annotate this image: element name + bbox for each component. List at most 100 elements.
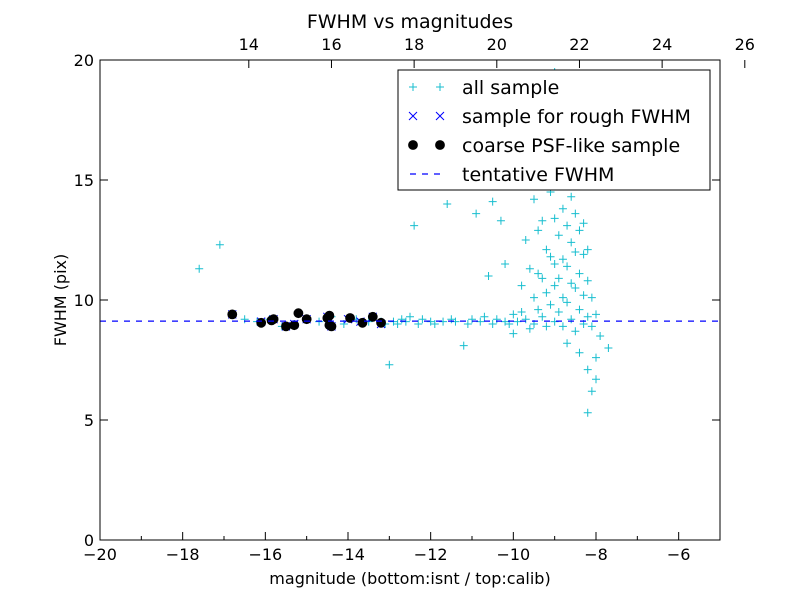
point-s0-90 — [563, 298, 572, 307]
point-s2-14 — [367, 311, 378, 322]
point-s0-54 — [525, 324, 534, 333]
point-s0-38 — [488, 197, 497, 206]
x-tick-label-5: −10 — [496, 545, 530, 564]
legend-marker-a — [408, 140, 418, 150]
legend-entry-2: coarse PSF-like sample — [408, 135, 680, 157]
point-s2-0 — [227, 309, 238, 320]
point-s0-60 — [534, 305, 543, 314]
point-s0-84 — [558, 255, 567, 264]
point-s0-112 — [583, 276, 592, 285]
point-s0-52 — [521, 315, 530, 324]
point-s0-59 — [534, 269, 543, 278]
point-s0-95 — [567, 279, 576, 288]
point-s0-83 — [558, 204, 567, 213]
legend-marker-b — [435, 140, 445, 150]
point-s0-31 — [459, 341, 468, 350]
point-s0-50 — [517, 308, 526, 316]
point-s2-3 — [268, 314, 279, 325]
legend-entry-1: sample for rough FWHM — [408, 106, 691, 128]
point-s2-5 — [289, 320, 300, 331]
x-tick-label-4: −12 — [414, 545, 448, 564]
point-s0-45 — [509, 310, 518, 319]
point-s0-64 — [538, 312, 547, 321]
point-s0-80 — [554, 274, 563, 283]
point-s2-11 — [326, 321, 337, 332]
point-s2-7 — [301, 314, 312, 325]
point-s0-46 — [509, 329, 518, 338]
point-s0-55 — [530, 195, 538, 204]
point-s0-58 — [534, 226, 543, 235]
x-tick-label-7: −6 — [667, 545, 691, 564]
point-s0-74 — [550, 260, 559, 268]
legend-label-2: coarse PSF-like sample — [462, 135, 680, 157]
x-tick-label-6: −8 — [584, 545, 608, 564]
legend-entry-3: tentative FWHM — [410, 164, 614, 186]
point-s0-49 — [517, 281, 526, 290]
point-s0-114 — [583, 365, 592, 374]
y-tick-label-3: 15 — [74, 171, 94, 190]
point-s0-42 — [501, 260, 510, 268]
legend-label-3: tentative FWHM — [462, 164, 614, 186]
point-s0-94 — [567, 238, 576, 247]
legend-box — [397, 69, 711, 191]
point-s2-1 — [256, 317, 267, 328]
y-tick-label-4: 20 — [74, 51, 94, 70]
point-s0-81 — [554, 308, 563, 316]
legend-marker-a — [409, 83, 417, 91]
legend-marker-b — [436, 83, 444, 91]
x-tick-label-2: −16 — [248, 545, 282, 564]
point-s0-70 — [546, 252, 555, 261]
point-s0-43 — [501, 317, 510, 326]
point-s0-23 — [414, 320, 423, 328]
top-tick-label-4: 22 — [569, 35, 589, 54]
point-s0-51 — [521, 236, 530, 244]
point-s0-120 — [592, 353, 600, 362]
point-s0-66 — [542, 245, 551, 254]
point-s0-3 — [240, 315, 249, 324]
point-s0-98 — [571, 209, 580, 218]
point-s0-108 — [579, 250, 588, 259]
point-s0-119 — [592, 310, 600, 319]
point-s0-111 — [583, 245, 592, 254]
point-s0-99 — [571, 248, 580, 256]
point-s0-107 — [579, 219, 588, 228]
x-tick-label-0: −20 — [83, 545, 117, 564]
top-tick-label-5: 24 — [652, 35, 672, 54]
point-s0-91 — [563, 339, 572, 348]
point-s0-0 — [195, 264, 204, 273]
point-s0-85 — [558, 293, 567, 302]
point-s0-113 — [583, 312, 592, 321]
point-s0-18 — [393, 320, 402, 328]
chart-title: FWHM vs magnitudes — [307, 11, 513, 33]
point-s0-73 — [550, 214, 559, 223]
point-s0-22 — [410, 221, 419, 230]
point-s0-36 — [480, 312, 489, 321]
point-s0-86 — [558, 322, 567, 331]
point-s0-67 — [542, 288, 551, 297]
point-s0-29 — [447, 315, 456, 324]
series-2 — [227, 308, 386, 332]
y-axis-label: FWHM (pix) — [51, 254, 70, 347]
point-s0-118 — [587, 387, 596, 396]
y-tick-label-0: 0 — [84, 531, 94, 550]
point-s0-89 — [563, 262, 572, 271]
point-s0-33 — [468, 315, 476, 324]
legend-label-0: all sample — [462, 77, 559, 99]
top-tick-label-6: 26 — [735, 35, 755, 54]
point-s0-24 — [418, 315, 427, 324]
point-s0-117 — [587, 322, 596, 331]
point-s0-93 — [567, 192, 576, 201]
point-s0-123 — [604, 344, 613, 352]
point-s0-37 — [484, 272, 493, 280]
x-tick-label-1: −18 — [166, 545, 200, 564]
point-s0-16 — [385, 360, 394, 369]
point-s2-9 — [324, 310, 335, 321]
point-s0-34 — [472, 209, 481, 218]
top-tick-label-3: 20 — [487, 35, 507, 54]
point-s0-21 — [406, 312, 414, 321]
point-s0-71 — [546, 300, 555, 309]
point-s0-28 — [443, 200, 452, 208]
point-s0-68 — [542, 322, 551, 331]
point-s0-19 — [397, 315, 406, 324]
legend-label-1: sample for rough FWHM — [462, 106, 691, 128]
